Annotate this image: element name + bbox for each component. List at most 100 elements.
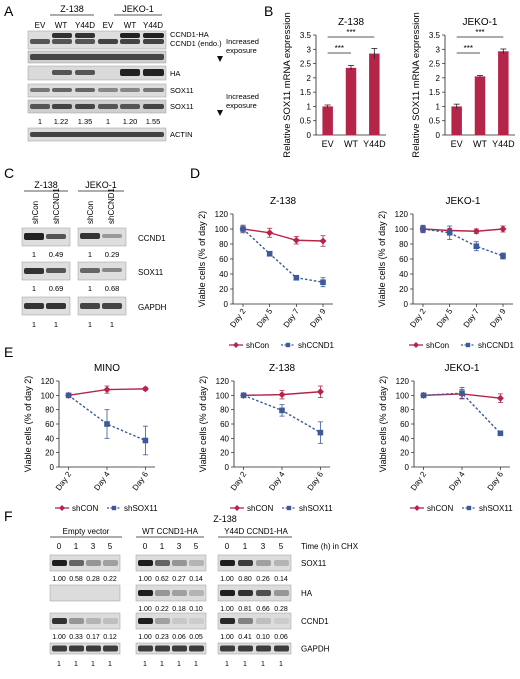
blot-band — [80, 303, 100, 309]
bar — [369, 53, 380, 136]
x-tick-label: EV — [322, 139, 334, 149]
sox11-quant: 0.80 — [238, 576, 252, 583]
x-tick-label: Y44D — [492, 139, 515, 149]
band-label-ccnd1: CCND1 — [138, 234, 166, 243]
data-point — [500, 253, 506, 259]
blot-band — [52, 104, 72, 109]
panel-letter-a: A — [4, 3, 14, 19]
sox11-quant: 0.14 — [274, 576, 288, 583]
y-tick-label: 40 — [220, 434, 229, 443]
sox11-quant: 1 — [88, 284, 92, 293]
ha-quant: 1.00 — [220, 606, 234, 613]
y-tick-label: 60 — [45, 420, 54, 429]
band-label-gapdh: GAPDH — [301, 645, 330, 654]
y-tick-label: 60 — [399, 255, 408, 264]
sox11-quant: 1.22 — [54, 117, 69, 126]
ha-quant: 0.28 — [274, 606, 288, 613]
blot-band — [98, 104, 118, 109]
exposure-label: exposure — [226, 46, 257, 55]
band-label-sox11: SOX11 — [170, 102, 194, 111]
time-point-label: 5 — [108, 542, 113, 551]
sox11-quant: 1 — [38, 117, 42, 126]
data-point — [278, 391, 286, 399]
data-point — [420, 392, 427, 399]
ccnd1-quant: 0.06 — [274, 634, 288, 641]
ha-quant: 0.18 — [172, 606, 186, 613]
blot-band — [30, 39, 50, 44]
y-tick-label: 3 — [436, 45, 441, 54]
gapdh-quant: 1 — [91, 661, 95, 668]
x-tick-label: Day 2 — [228, 307, 248, 330]
legend-marker — [234, 505, 240, 511]
x-tick-label: Day 7 — [462, 307, 482, 330]
blot-band — [256, 560, 271, 566]
y-tick-label: 0 — [307, 131, 312, 140]
panel-letter-d: D — [190, 165, 200, 181]
y-tick-label: 20 — [400, 449, 409, 458]
chart-e3: JEKO-1 0 20 40 60 80 100 120 Viable cells (% of … — [378, 363, 513, 513]
y-axis-label: Viable cells (% of day 2) — [23, 376, 33, 472]
data-point — [472, 227, 480, 235]
significance-label: *** — [346, 28, 355, 37]
legend-marker — [59, 505, 65, 511]
legend-label: shSOX11 — [479, 504, 513, 513]
ccnd1-quant: 1 — [32, 250, 36, 259]
series-line-shcon — [242, 228, 324, 242]
band-label-ha: HA — [170, 69, 180, 78]
blot-band — [69, 560, 84, 566]
data-point — [293, 274, 300, 281]
panel-c-group-z138: Z-138 — [34, 180, 58, 190]
blot-gapdh — [135, 642, 207, 655]
blot-band — [143, 104, 164, 109]
panel-f-western-blot: Z-138 Empty vector WT CCND1-HA Y44D CCND… — [49, 514, 359, 668]
legend-label: shCon — [246, 341, 269, 350]
legend-marker — [466, 505, 472, 511]
panel-c-western-blot: Z-138 JEKO-1 shCon shCCND1 shCon shCCND1… — [21, 180, 167, 329]
blot-gapdh — [49, 642, 121, 655]
sox11-quant: 1 — [32, 284, 36, 293]
x-tick-label: Day 9 — [308, 307, 328, 330]
ccnd1-quant: 0.12 — [103, 634, 117, 641]
y-tick-label: 120 — [216, 377, 230, 386]
blot-band — [98, 88, 118, 92]
gapdh-quant: 1 — [32, 320, 36, 329]
blot-band — [256, 645, 271, 652]
time-point-label: 3 — [261, 542, 266, 551]
data-point — [240, 392, 247, 399]
sox11-quant: 1 — [106, 117, 110, 126]
blot-band — [138, 560, 153, 566]
data-point — [316, 388, 324, 396]
sox11-quant: 0.68 — [105, 284, 120, 293]
x-tick-label: Day 2 — [229, 470, 249, 493]
y-tick-label: 3.5 — [429, 31, 441, 40]
blot-gapdh — [217, 642, 292, 655]
ccnd1-quant: 0.10 — [256, 634, 270, 641]
blot-band — [75, 104, 95, 109]
blot-band — [46, 234, 66, 239]
x-tick-label: Day 4 — [92, 470, 112, 493]
blot-band — [220, 590, 235, 596]
x-tick-label: Day 5 — [435, 307, 455, 330]
legend-label: shSOX11 — [124, 504, 158, 513]
x-tick-label: Y44D — [363, 139, 386, 149]
gapdh-quant: 1 — [160, 661, 164, 668]
x-tick-label: Day 2 — [408, 307, 428, 330]
blot-band — [103, 645, 118, 652]
chart-title: JEKO-1 — [444, 363, 479, 374]
blot-band — [274, 560, 289, 566]
ha-quant: 0.22 — [155, 606, 169, 613]
panel-letter-b: B — [264, 3, 273, 19]
sox11-quant: 0.22 — [103, 576, 117, 583]
data-point — [103, 386, 111, 394]
x-tick-label: WT — [473, 139, 487, 149]
blot-ccnd1 — [217, 612, 292, 630]
blot-band — [52, 88, 72, 92]
x-tick-label: Day 6 — [486, 470, 506, 493]
ccnd1-quant: 1.00 — [220, 634, 234, 641]
panel-c-lane-label: shCCND1 — [107, 187, 116, 224]
y-tick-label: 0 — [225, 463, 230, 472]
blot-band — [120, 39, 140, 44]
y-tick-label: 60 — [219, 255, 228, 264]
y-tick-label: 120 — [41, 377, 55, 386]
time-point-label: 0 — [57, 542, 62, 551]
